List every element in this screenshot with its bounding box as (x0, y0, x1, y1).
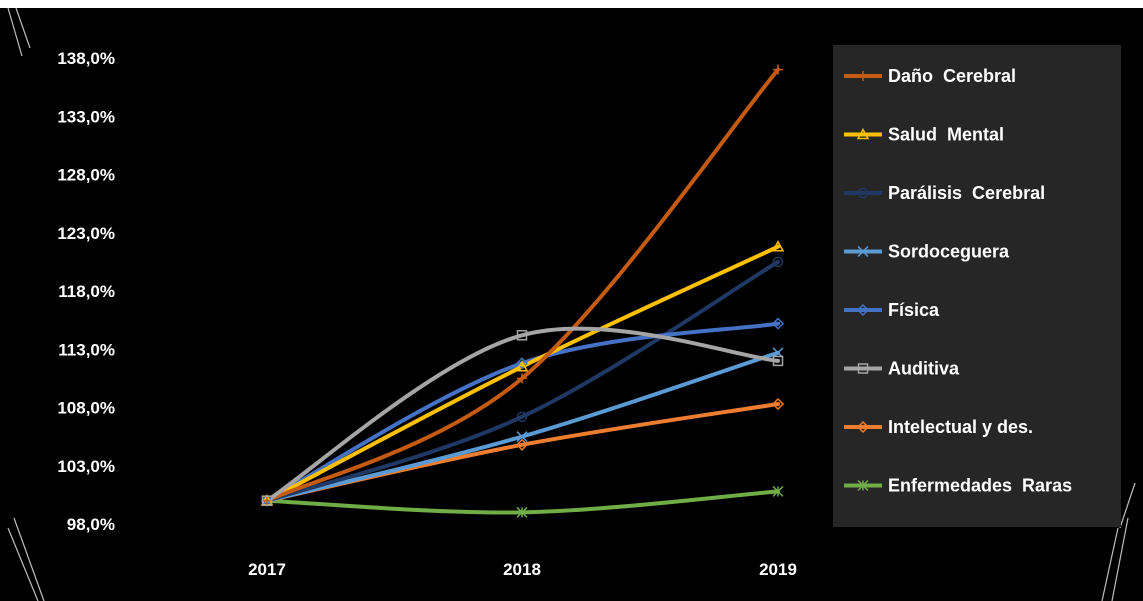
y-tick-label: 103,0% (57, 457, 115, 476)
x-tick-label: 2017 (248, 560, 286, 579)
legend-entry: Daño Cerebral (844, 66, 1016, 86)
decor-line (1119, 482, 1136, 529)
series-line (265, 326, 780, 503)
y-tick-label: 98,0% (67, 515, 115, 534)
legend-label: Salud Mental (888, 125, 1004, 145)
x-tick-label: 2018 (503, 560, 541, 579)
chart-area: 98,0% 103,0% 108,0% 113,0% 118,0% 123,0% 128,0… (0, 8, 1143, 601)
legend-label: Enfermedades Raras (888, 476, 1072, 496)
data-point-marker (516, 506, 528, 518)
legend-marker (857, 187, 869, 199)
data-point-marker (773, 64, 783, 75)
series-markers (260, 64, 785, 518)
legend: Daño Cerebral Salud Mental Parálisis Cereb… (833, 45, 1121, 527)
series-line (265, 259, 780, 503)
legend-entry: Salud Mental (844, 125, 1004, 145)
series-line (265, 67, 780, 503)
legend-box (833, 45, 1121, 527)
data-point-marker (771, 397, 785, 411)
series-line (265, 244, 780, 503)
decor-line (7, 8, 23, 57)
y-tick-label: 133,0% (57, 107, 115, 126)
data-point-marker (772, 485, 784, 497)
data-point-marker (261, 495, 273, 506)
decor-line (7, 527, 39, 601)
line-chart: 98,0% 103,0% 108,0% 113,0% 118,0% 123,0% 128,0… (7, 8, 1136, 601)
y-tick-label: 128,0% (57, 166, 115, 185)
x-tick-label: 2019 (759, 560, 797, 579)
legend-entry: Enfermedades Raras (844, 476, 1072, 496)
data-point-marker (262, 495, 272, 506)
data-point-marker (516, 330, 528, 341)
legend-marker (857, 245, 869, 258)
legend-marker (856, 127, 870, 140)
legend-entry: Intelectual y des. (844, 417, 1033, 437)
data-point-marker (515, 357, 529, 370)
y-tick-label: 113,0% (58, 340, 115, 359)
y-tick-label: 123,0% (57, 224, 115, 243)
y-tick-label: 138,0% (57, 49, 115, 68)
legend-entry: Parálisis Cerebral (844, 183, 1045, 203)
data-point-marker (515, 438, 529, 451)
corner-decorations (7, 8, 1136, 601)
legend-entry: Sordoceguera (844, 242, 1010, 262)
legend-entry: Auditiva (844, 359, 960, 379)
legend-marker (858, 71, 868, 81)
legend-marker (856, 303, 870, 317)
data-point-marker (771, 317, 785, 330)
decor-line (1101, 527, 1119, 601)
y-axis: 98,0% 103,0% 108,0% 113,0% 118,0% 123,0% 128,0… (57, 49, 115, 534)
decor-line (1111, 517, 1129, 601)
decor-line (13, 517, 45, 601)
data-point-marker (772, 256, 784, 268)
data-point-marker (517, 373, 527, 384)
data-point-marker (772, 355, 784, 367)
legend-label: Daño Cerebral (888, 66, 1016, 86)
data-point-marker (516, 411, 528, 423)
data-point-marker (516, 431, 528, 443)
legend-marker (857, 479, 869, 492)
legend-entry: Física (844, 300, 940, 320)
legend-marker (856, 420, 870, 434)
data-point-marker (771, 240, 785, 252)
series-lines (265, 67, 780, 515)
y-tick-label: 118,0% (58, 282, 115, 301)
data-point-marker (515, 360, 529, 372)
legend-label: Sordoceguera (888, 242, 1010, 262)
decor-line (15, 8, 31, 49)
legend-marker (857, 363, 869, 374)
legend-label: Física (888, 300, 940, 320)
legend-label: Intelectual y des. (888, 417, 1033, 437)
legend-label: Auditiva (888, 359, 960, 379)
y-tick-label: 108,0% (57, 399, 115, 418)
legend-label: Parálisis Cerebral (888, 183, 1045, 203)
x-axis: 2017 2018 2019 (248, 560, 797, 579)
